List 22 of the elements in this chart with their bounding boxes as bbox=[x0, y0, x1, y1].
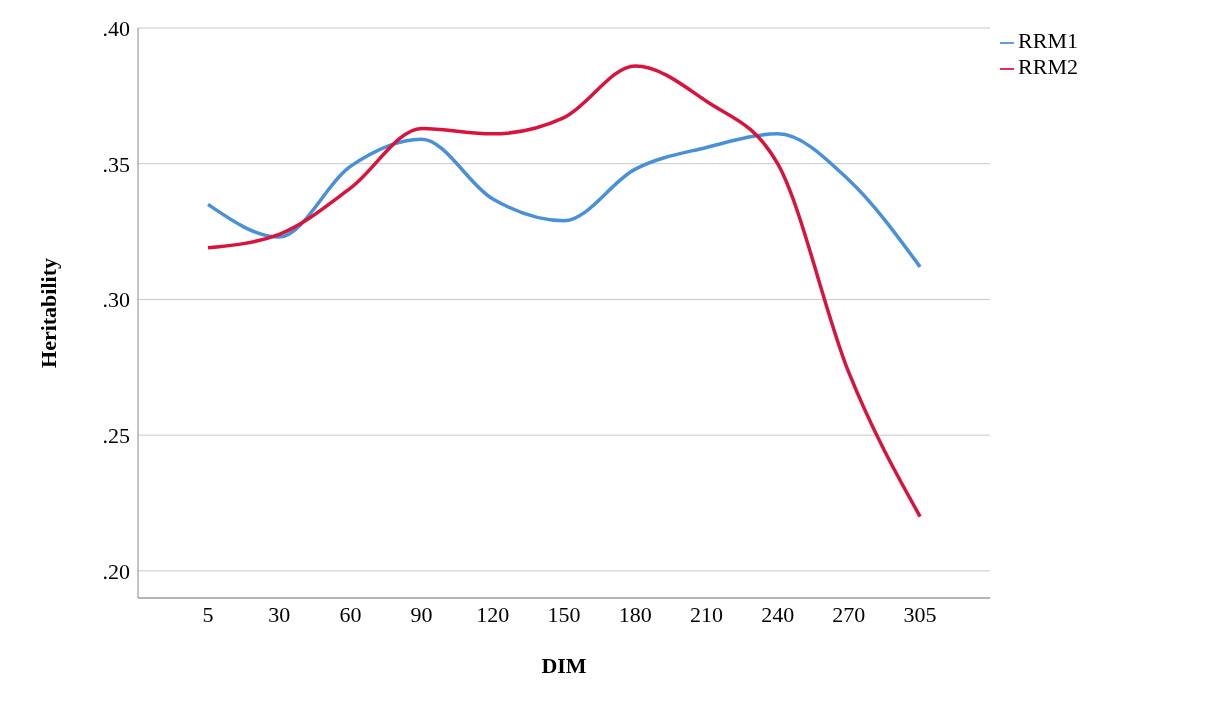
y-tick-label: .20 bbox=[102, 558, 130, 584]
x-tick-label: 270 bbox=[832, 601, 866, 627]
x-axis-title: DIM bbox=[541, 653, 587, 678]
y-tick-label: .30 bbox=[102, 287, 130, 313]
line-series bbox=[206, 64, 922, 519]
legend-label: RRM2 bbox=[1018, 54, 1078, 79]
x-tick-label: 30 bbox=[268, 601, 291, 627]
x-tick-label: 240 bbox=[761, 601, 795, 627]
y-tick-label: .35 bbox=[102, 151, 130, 177]
y-tick-label: .25 bbox=[102, 422, 130, 448]
x-tick-label: 5 bbox=[202, 601, 214, 627]
x-tick-label: 120 bbox=[476, 601, 510, 627]
x-tick-label: 210 bbox=[689, 601, 723, 627]
x-tick-label: 60 bbox=[339, 601, 362, 627]
y-tick-label: .40 bbox=[102, 15, 130, 41]
x-tick-label: 180 bbox=[618, 601, 652, 627]
x-tick-label: 150 bbox=[547, 601, 581, 627]
y-axis-title: Heritability bbox=[35, 258, 61, 368]
line-series bbox=[206, 132, 922, 269]
x-tick-label: 90 bbox=[410, 601, 433, 627]
legend-label: RRM1 bbox=[1018, 28, 1078, 53]
x-tick-label: 305 bbox=[903, 601, 937, 627]
